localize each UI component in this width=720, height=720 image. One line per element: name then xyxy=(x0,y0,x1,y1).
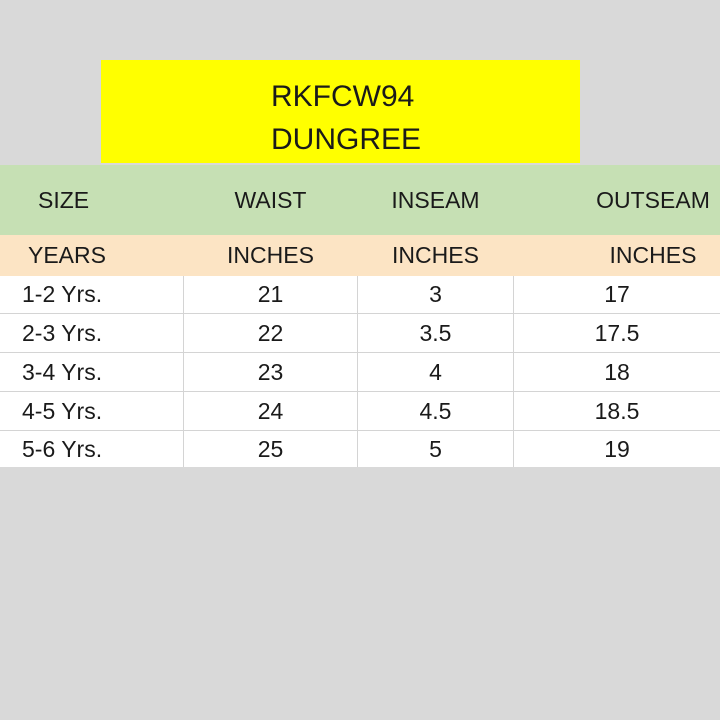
table-row: 1-2 Yrs. 21 3 17 xyxy=(0,276,720,314)
cell-waist: 23 xyxy=(257,359,284,385)
header-inseam: INSEAM xyxy=(391,186,480,213)
cell-outseam: 17.5 xyxy=(594,320,640,346)
unit-outseam: INCHES xyxy=(609,242,697,268)
product-name: DUNGREE xyxy=(271,123,422,156)
size-chart-table: SIZE WAIST INSEAM OUTSEAM YEARS INCHES I… xyxy=(0,165,720,467)
unit-waist: INCHES xyxy=(227,242,314,268)
cell-waist: 25 xyxy=(257,436,284,462)
table-row: 5-6 Yrs. 25 5 19 xyxy=(0,432,720,467)
cell-inseam: 4 xyxy=(429,359,442,385)
cell-outseam: 18.5 xyxy=(594,398,640,424)
units-row: YEARS INCHES INCHES INCHES xyxy=(0,235,720,276)
table-row: 3-4 Yrs. 23 4 18 xyxy=(0,354,720,392)
cell-size: 1-2 Yrs. xyxy=(22,281,103,307)
cell-size: 5-6 Yrs. xyxy=(22,436,103,462)
column-divider xyxy=(513,276,514,467)
unit-inseam: INCHES xyxy=(392,242,479,268)
cell-inseam: 5 xyxy=(429,436,442,462)
header-waist: WAIST xyxy=(234,186,307,213)
cell-waist: 22 xyxy=(257,320,284,346)
table-row: 2-3 Yrs. 22 3.5 17.5 xyxy=(0,315,720,353)
header-size: SIZE xyxy=(38,186,90,213)
title-box: RKFCW94 DUNGREE xyxy=(101,60,580,163)
cell-size: 4-5 Yrs. xyxy=(22,398,103,424)
cell-inseam: 3 xyxy=(429,281,442,307)
cell-outseam: 19 xyxy=(604,436,630,462)
cell-waist: 21 xyxy=(257,281,284,307)
cell-inseam: 4.5 xyxy=(419,398,452,424)
column-divider xyxy=(183,276,184,467)
cell-inseam: 3.5 xyxy=(419,320,452,346)
cell-size: 3-4 Yrs. xyxy=(22,359,103,385)
header-outseam: OUTSEAM xyxy=(596,186,710,213)
cell-outseam: 17 xyxy=(604,281,630,307)
cell-outseam: 18 xyxy=(604,359,630,385)
header-row: SIZE WAIST INSEAM OUTSEAM xyxy=(0,165,720,235)
product-code: RKFCW94 xyxy=(271,80,415,113)
cell-size: 2-3 Yrs. xyxy=(22,320,103,346)
cell-waist: 24 xyxy=(257,398,284,424)
column-divider xyxy=(357,276,358,467)
table-row: 4-5 Yrs. 24 4.5 18.5 xyxy=(0,393,720,431)
unit-size: YEARS xyxy=(28,242,106,268)
